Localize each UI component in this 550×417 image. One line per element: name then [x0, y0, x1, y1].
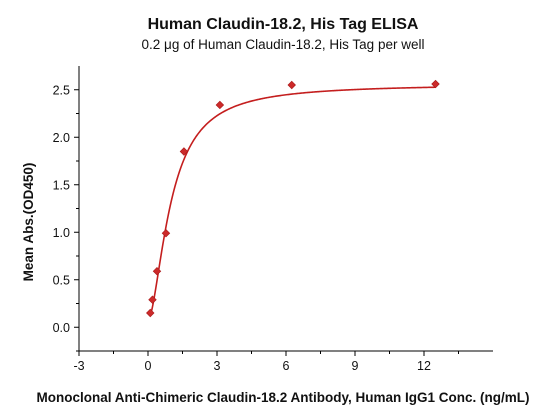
- x-tick-label: -3: [73, 359, 84, 373]
- chart-subtitle: 0.2 μg of Human Claudin-18.2, His Tag pe…: [142, 37, 425, 52]
- fit-curve: [149, 86, 436, 317]
- data-point: [431, 79, 440, 89]
- chart-title: Human Claudin-18.2, His Tag ELISA: [148, 16, 419, 33]
- x-tick-label: 6: [283, 359, 290, 373]
- data-point: [215, 100, 225, 110]
- x-tick-label: 9: [352, 359, 359, 373]
- y-axis-label: Mean Abs.(OD450): [21, 163, 36, 282]
- data-point: [146, 308, 155, 318]
- data-point: [152, 266, 162, 276]
- x-tick-label: 12: [417, 359, 431, 373]
- y-axis-ticks: 0.0 0.5 1.0 1.5 2.0 2.5: [53, 83, 79, 352]
- data-point: [287, 80, 296, 90]
- data-points: [146, 79, 440, 318]
- y-tick-label: 2.5: [53, 83, 70, 97]
- y-tick-label: 1.0: [53, 226, 70, 240]
- y-tick-label: 1.5: [53, 178, 70, 192]
- data-point: [161, 228, 171, 238]
- x-axis-ticks: -3 0 3 6 9 12: [73, 351, 459, 373]
- y-tick-label: 0.0: [53, 321, 70, 335]
- data-point: [179, 147, 189, 156]
- data-point: [148, 295, 157, 304]
- y-tick-label: 2.0: [53, 131, 70, 145]
- plot-area: -3 0 3 6 9 12 0.0 0.5 1.0 1.5 2.0 2.5: [53, 66, 493, 373]
- y-tick-label: 0.5: [53, 273, 70, 287]
- x-tick-label: 3: [214, 359, 221, 373]
- x-tick-label: 0: [145, 359, 152, 373]
- x-axis-label: Monoclonal Anti-Chimeric Claudin-18.2 An…: [36, 390, 529, 405]
